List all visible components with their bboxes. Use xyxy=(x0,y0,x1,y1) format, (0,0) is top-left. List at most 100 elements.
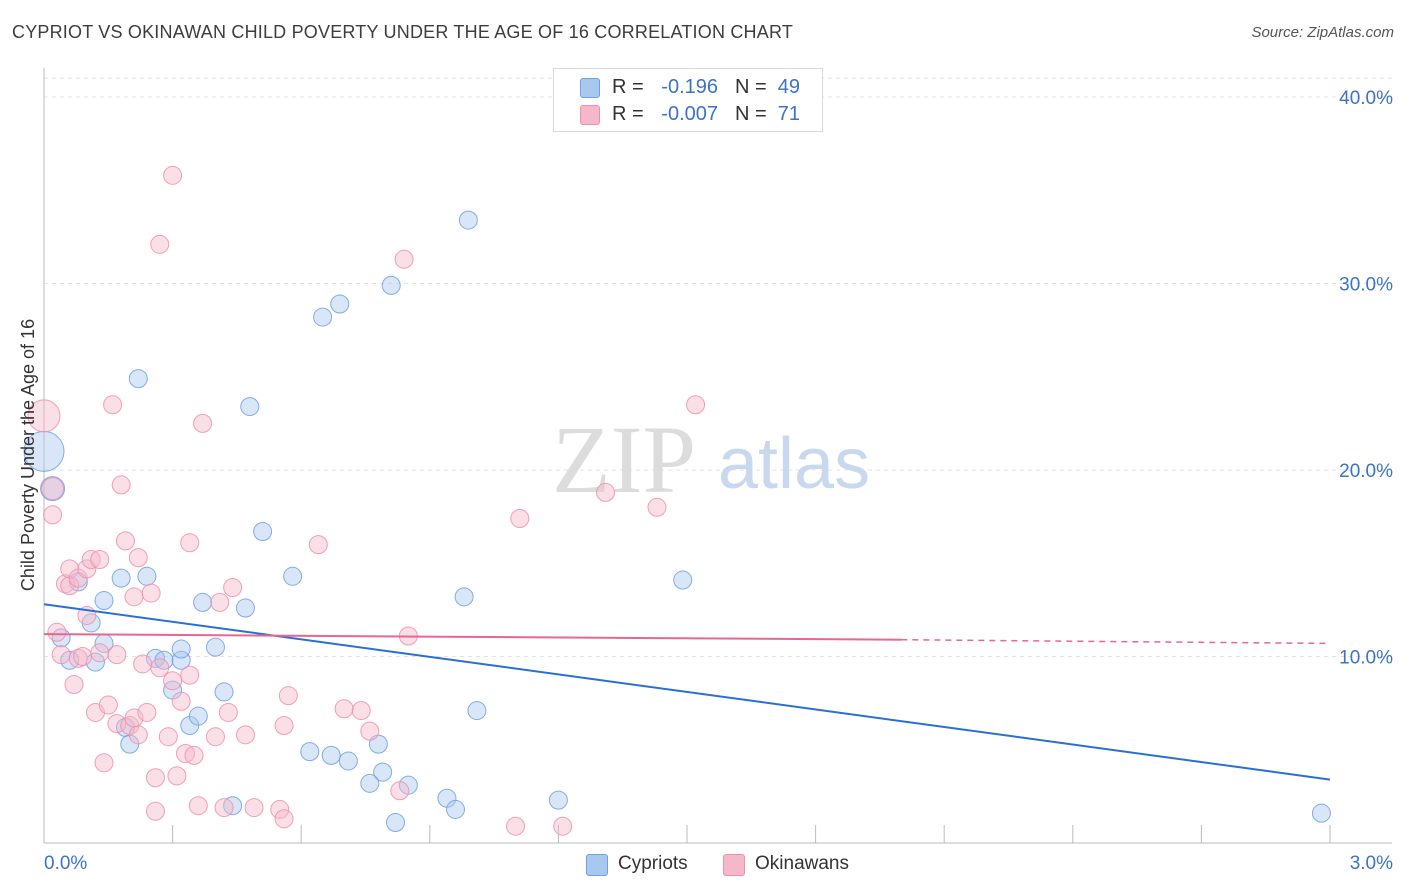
y-tick-label: 40.0% xyxy=(1339,88,1393,109)
okinawan-point xyxy=(188,796,208,816)
okinawan-point xyxy=(73,647,93,666)
okinawan-point xyxy=(647,497,667,517)
cypriot-point xyxy=(338,751,358,771)
okinawan-point xyxy=(158,727,178,747)
okinawan-point xyxy=(150,234,170,254)
okinawan-point xyxy=(90,643,110,663)
okinawan-point xyxy=(167,766,187,786)
okinawan-point xyxy=(163,671,183,691)
watermark-zip: ZIP xyxy=(552,406,696,513)
x-tick-label: 0.0% xyxy=(44,853,87,874)
legend-n-label: N = xyxy=(735,103,767,125)
okinawan-point xyxy=(27,399,61,433)
labels-layer: 10.0% 20.0% 30.0% 40.0% 0.0% 3.0% Child Povert… xyxy=(18,88,1393,874)
okinawan-point xyxy=(137,702,157,722)
cypriot-point xyxy=(300,742,320,762)
cypriot-point xyxy=(253,522,273,542)
cypriot-point xyxy=(94,591,114,611)
cypriot-point xyxy=(458,210,478,230)
okinawan-point xyxy=(111,475,131,495)
cypriot-point xyxy=(381,275,401,295)
okinawan-point xyxy=(64,674,84,694)
cypriot-point xyxy=(1311,803,1331,823)
okinawan-point xyxy=(205,727,225,747)
okinawan-point xyxy=(553,816,573,836)
cypriot-point xyxy=(313,307,333,327)
legend-swatch-cypriots xyxy=(586,854,608,876)
okinawan-point xyxy=(163,165,183,185)
okinawan-point xyxy=(133,654,153,674)
cypriot-point xyxy=(454,587,474,607)
okinawan-point xyxy=(351,701,371,721)
cypriot-point xyxy=(111,568,131,588)
trend-layer xyxy=(43,603,1331,781)
okinawan-point xyxy=(270,799,290,819)
legend-n-label: N = xyxy=(735,76,767,98)
cypriot-point xyxy=(330,294,350,314)
cypriot-point xyxy=(40,476,66,502)
cypriot-point xyxy=(321,745,341,765)
okinawan-point xyxy=(90,550,110,570)
cypriot-point xyxy=(548,790,568,810)
legend-swatch-okinawans xyxy=(723,854,745,876)
okinawan-point xyxy=(115,531,135,551)
x-tick-label: 3.0% xyxy=(1350,853,1393,874)
okinawan-point xyxy=(214,798,234,818)
cypriot-point xyxy=(673,570,693,590)
y-tick-label: 30.0% xyxy=(1339,275,1393,296)
okinawan-point xyxy=(223,577,243,597)
legend-r-value: -0.196 xyxy=(661,76,718,98)
okinawan-trend-extension xyxy=(901,638,1331,645)
cypriot-point xyxy=(193,592,213,612)
okinawan-point xyxy=(180,533,200,553)
okinawan-point xyxy=(103,395,123,415)
legend-n-value: 71 xyxy=(777,103,800,125)
legend-swatch-cypriots xyxy=(580,78,600,98)
okinawan-point xyxy=(308,535,328,555)
okinawan-point xyxy=(43,505,63,525)
cypriot-point xyxy=(446,799,466,819)
watermark: ZIP atlas xyxy=(552,406,870,513)
okinawan-point xyxy=(128,725,148,745)
okinawan-point xyxy=(244,798,264,818)
y-tick-label: 20.0% xyxy=(1339,461,1393,482)
legend-row-cypriots: R = -0.196 N = 49 xyxy=(554,75,822,101)
cypriot-point xyxy=(171,639,191,659)
okinawan-point xyxy=(390,781,410,801)
cypriot-point xyxy=(128,369,148,389)
okinawan-point xyxy=(274,809,294,829)
cypriot-point xyxy=(467,701,487,721)
legend-n-value: 49 xyxy=(777,76,800,98)
cypriot-point xyxy=(235,598,255,618)
cypriot-point xyxy=(137,566,157,586)
okinawan-point xyxy=(334,699,354,719)
okinawan-point xyxy=(141,583,161,603)
cypriot-point xyxy=(240,397,260,417)
okinawan-point xyxy=(171,691,191,711)
legend-r-value: -0.007 xyxy=(661,103,718,125)
okinawan-point xyxy=(274,716,294,736)
cypriot-point xyxy=(214,682,234,702)
okinawan-point xyxy=(193,413,213,433)
okinawan-point xyxy=(145,801,165,821)
points-layer xyxy=(23,165,1331,836)
okinawan-trend-line xyxy=(43,633,902,641)
cypriot-point xyxy=(386,812,406,832)
grid-layer xyxy=(44,77,1392,657)
okinawan-point xyxy=(145,768,165,788)
stats-legend: R = -0.196 N = 49 R = -0.007 N = 71 xyxy=(553,68,823,132)
watermark-atlas: atlas xyxy=(718,424,870,504)
okinawan-point xyxy=(94,753,114,773)
legend-row-okinawans: R = -0.007 N = 71 xyxy=(554,102,822,128)
okinawan-point xyxy=(510,508,530,528)
legend-r-label: R = xyxy=(612,76,644,98)
legend-label-okinawans: Okinawans xyxy=(755,853,849,874)
okinawan-point xyxy=(218,702,238,722)
okinawan-point xyxy=(360,721,380,741)
okinawan-point xyxy=(150,658,170,678)
okinawan-point xyxy=(596,482,616,502)
chart-title: CYPRIOT VS OKINAWAN CHILD POVERTY UNDER … xyxy=(12,22,794,42)
cypriot-point xyxy=(188,706,208,726)
y-axis-title: Child Poverty Under the Age of 16 xyxy=(18,319,38,591)
